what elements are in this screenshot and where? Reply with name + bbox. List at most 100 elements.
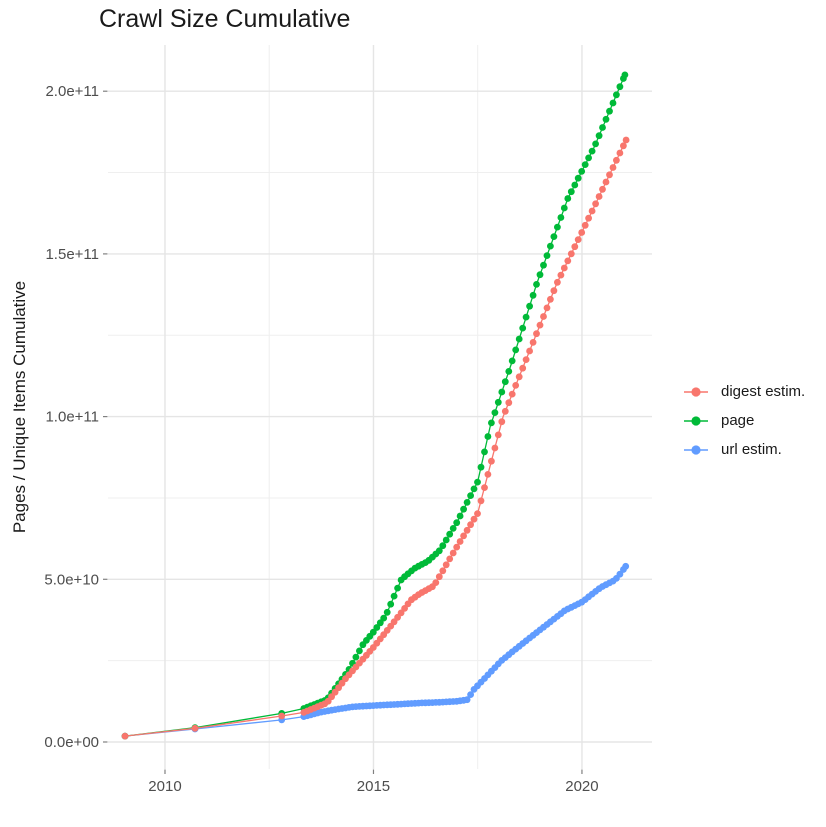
legend-key-digest-icon <box>684 386 708 397</box>
data-point <box>356 647 363 655</box>
data-point <box>567 250 575 258</box>
data-point <box>191 724 199 732</box>
data-point <box>494 431 502 439</box>
data-series <box>121 71 630 740</box>
data-point <box>439 542 447 550</box>
y-tick-label: 2.0e+11 <box>45 83 99 100</box>
legend-label: digest estim. <box>721 383 806 400</box>
data-point <box>592 140 599 148</box>
data-point <box>453 543 461 551</box>
data-point <box>536 321 544 329</box>
data-point <box>505 368 513 375</box>
data-point <box>376 619 384 627</box>
data-point <box>352 653 360 661</box>
data-point <box>529 339 537 346</box>
data-point <box>477 463 485 471</box>
data-point <box>512 382 520 389</box>
data-point <box>599 185 606 193</box>
legend-item-page: page <box>683 406 805 435</box>
data-point <box>446 555 454 563</box>
data-point <box>588 147 596 155</box>
data-point <box>564 257 572 265</box>
data-point <box>571 243 579 251</box>
data-point <box>622 562 630 570</box>
data-point <box>613 91 620 99</box>
data-point <box>439 567 447 575</box>
data-point <box>592 200 599 208</box>
data-point <box>540 261 547 269</box>
data-point <box>484 471 492 478</box>
data-point <box>467 691 474 698</box>
data-point <box>460 505 467 513</box>
data-point <box>383 608 391 616</box>
series-line <box>124 565 627 737</box>
data-point <box>453 519 461 527</box>
data-point <box>474 510 481 517</box>
data-point <box>550 233 558 241</box>
data-point <box>435 547 443 555</box>
data-point <box>380 614 388 622</box>
data-point <box>435 573 443 581</box>
series-url-estim- <box>121 562 630 740</box>
data-point <box>515 335 523 343</box>
data-point <box>606 107 613 115</box>
data-point <box>442 536 450 544</box>
y-tick-label: 1.0e+11 <box>45 409 99 426</box>
data-point <box>390 592 398 600</box>
data-point <box>387 600 395 608</box>
data-point <box>498 388 506 396</box>
data-point <box>456 538 464 545</box>
data-point <box>543 252 551 259</box>
y-tick-label: 0.0e+00 <box>44 734 99 751</box>
data-point <box>557 271 565 279</box>
data-point <box>574 236 582 244</box>
axis-tick-labels: 2010 2015 2020 0.0e+00 5.0e+10 1.0e+11 1.5e+11… <box>44 83 598 795</box>
data-point <box>449 525 457 532</box>
data-point <box>505 399 513 407</box>
data-point <box>470 485 478 493</box>
x-tick-label: 2020 <box>565 778 598 795</box>
axis-ticks <box>103 90 583 774</box>
data-point <box>449 549 457 557</box>
data-point <box>622 136 630 144</box>
data-point <box>554 223 561 231</box>
data-point <box>463 696 471 704</box>
data-point <box>588 207 596 215</box>
data-point <box>522 356 530 363</box>
data-point <box>595 193 603 200</box>
data-point <box>373 624 381 631</box>
series-line <box>124 74 626 737</box>
data-point <box>547 295 554 303</box>
data-point <box>463 526 471 534</box>
data-point <box>432 579 440 586</box>
data-point <box>121 732 129 740</box>
data-point <box>501 378 509 386</box>
data-point <box>522 313 530 321</box>
data-point <box>474 478 481 486</box>
data-point <box>460 532 467 540</box>
data-point <box>581 161 589 169</box>
data-point <box>519 364 527 372</box>
data-point <box>470 515 478 523</box>
data-point <box>512 346 520 354</box>
data-point <box>477 497 485 505</box>
data-point <box>463 499 471 506</box>
data-point <box>578 229 586 236</box>
legend-label: page <box>721 412 755 429</box>
data-point <box>616 83 624 91</box>
legend-key-page-icon <box>684 415 708 426</box>
data-point <box>515 373 523 381</box>
data-point <box>547 242 554 250</box>
data-point <box>621 71 629 79</box>
data-point <box>540 313 547 320</box>
data-point <box>574 174 582 182</box>
series-digest-estim- <box>121 136 630 740</box>
data-point <box>501 407 509 415</box>
data-point <box>508 357 516 365</box>
gridlines <box>108 45 652 769</box>
data-point <box>498 418 506 426</box>
series-page <box>121 71 629 740</box>
data-point <box>554 278 561 286</box>
data-point <box>550 287 558 295</box>
